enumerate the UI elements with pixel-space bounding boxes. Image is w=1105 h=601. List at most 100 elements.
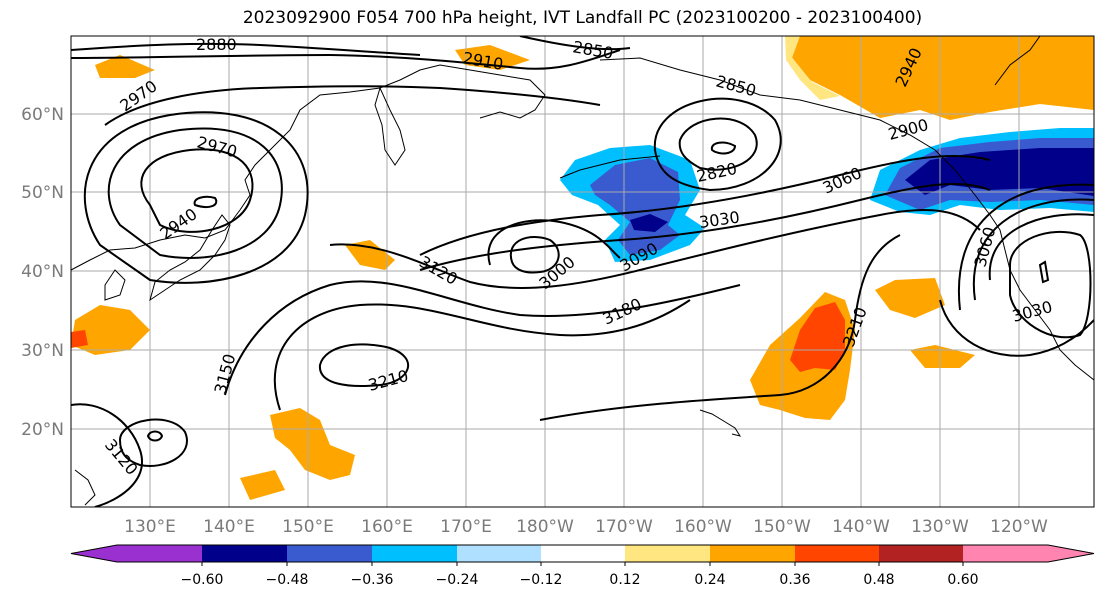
colorbar-tick-label: 0.48 [863, 572, 894, 588]
lon-label: 160°W [674, 517, 732, 537]
contour-3180 [273, 299, 691, 411]
colorbar-swatches [71, 545, 1094, 562]
cb-swatch [71, 545, 202, 562]
lon-label: 140°E [203, 517, 255, 537]
coast-hawaii [699, 409, 742, 437]
coast-asia [71, 64, 546, 271]
shaded-field [71, 36, 1094, 500]
cb-swatch [879, 545, 963, 562]
lon-label: 130°E [124, 517, 176, 537]
contour-label: 2880 [196, 35, 237, 54]
contour-2850-low [653, 97, 782, 192]
colorbar: −0.60 −0.48 −0.36 −0.24 −0.12 0.12 0.24 … [70, 544, 1095, 588]
lon-label: 160°E [361, 517, 413, 537]
lat-label: 30°N [21, 341, 64, 361]
contour-east-high [1009, 230, 1092, 339]
contour-3000-low [509, 236, 560, 274]
lon-label: 120°W [990, 517, 1048, 537]
contour-east-high2 [988, 213, 1094, 281]
colorbar-tick-label: −0.48 [266, 572, 309, 588]
coast-na-coast2 [994, 36, 1041, 86]
lat-label: 60°N [21, 105, 64, 125]
contour-2910 [71, 49, 621, 70]
colorbar-ticks [201, 562, 964, 566]
contour-low2 [107, 127, 283, 259]
contour-low1 [140, 148, 254, 233]
coast-japan [149, 214, 231, 302]
colorbar-tick-label: −0.12 [520, 572, 563, 588]
lon-label: 170°E [440, 517, 492, 537]
colorbar-tick-label: 0.24 [694, 572, 725, 588]
contour-3120-sw [71, 403, 143, 507]
contour-3120 [329, 209, 981, 289]
shading-wp-orange2 [345, 240, 395, 270]
cb-swatch [541, 545, 625, 562]
contour-sw-low1 [118, 418, 188, 467]
lat-label: 40°N [21, 262, 64, 282]
contour-low-center [193, 195, 218, 208]
map-panel: 2880 2850 2910 2970 2850 2970 2900 2940 … [70, 35, 1095, 508]
shading-wp-orange3 [71, 305, 150, 355]
lat-label: 20°N [21, 420, 64, 440]
coast-alaska [599, 57, 991, 216]
colorbar-tick-label: −0.24 [436, 572, 479, 588]
longitude-labels: 130°E 140°E 150°E 160°E 170°E 180°W 170°… [124, 517, 1048, 537]
cb-swatch [625, 545, 710, 562]
map-title: 2023092900 F054 700 hPa height, IVT Land… [242, 8, 923, 28]
cb-swatch [287, 545, 372, 562]
contour-3090 [419, 182, 991, 271]
colorbar-tick-label: 0.12 [609, 572, 640, 588]
contour-3030-east [939, 299, 1094, 357]
contour-3210-east [539, 234, 901, 421]
coast-kamchatka [374, 86, 406, 166]
contour-3150 [224, 280, 741, 396]
contour-sw-low2 [146, 430, 164, 442]
lon-label: 140°W [832, 517, 890, 537]
contour-3060 [419, 155, 991, 256]
shading-central-mid-blue [590, 158, 680, 255]
latitude-labels: 60°N 50°N 40°N 30°N 20°N [21, 105, 64, 440]
lat-label: 50°N [21, 183, 64, 203]
cb-swatch [963, 545, 1094, 562]
coast-korea [104, 269, 126, 301]
colorbar-outline [70, 544, 1095, 563]
height-contours [71, 36, 1094, 507]
contour-2970 [104, 85, 601, 126]
contour-2820-low [678, 117, 758, 171]
cb-swatch [795, 545, 879, 562]
shading-east-orange2 [910, 345, 975, 368]
shading-alaska-orange-edge [785, 36, 840, 100]
lon-label: 130°W [911, 517, 969, 537]
colorbar-tick-label: −0.60 [181, 572, 224, 588]
shading-wp-red [71, 330, 88, 348]
lon-label: 180°W [516, 517, 574, 537]
lon-label: 170°W [595, 517, 653, 537]
colorbar-tick-label: −0.36 [351, 572, 394, 588]
cb-swatch [372, 545, 457, 562]
cb-swatch [457, 545, 541, 562]
coast-philippines [74, 469, 96, 506]
contour-low3 [83, 111, 309, 284]
colorbar-tick-label: 0.36 [779, 572, 810, 588]
contour-east-trough1 [1038, 260, 1050, 284]
contour-2880 [71, 42, 421, 56]
contour-3030 [487, 219, 621, 266]
shading-wp-orange5 [240, 470, 285, 500]
colorbar-tick-label: 0.60 [947, 572, 978, 588]
shading-wp-orange4 [95, 55, 155, 78]
shading-subtropic-red [790, 302, 845, 372]
contour-2850-top [519, 36, 631, 51]
contour-east-high4 [957, 183, 1094, 311]
lon-label: 150°E [282, 517, 334, 537]
shading-central-navy [630, 214, 668, 232]
contour-east-high3 [972, 198, 1094, 301]
shading-east-orange [875, 278, 945, 318]
contour-3210-low [318, 343, 410, 387]
lon-label: 150°W [753, 517, 811, 537]
cb-swatch [202, 545, 287, 562]
coast-aleutians [559, 155, 661, 179]
shading-wp-orange1 [270, 408, 355, 480]
contour-mid-small [710, 141, 737, 155]
cb-swatch [710, 545, 795, 562]
